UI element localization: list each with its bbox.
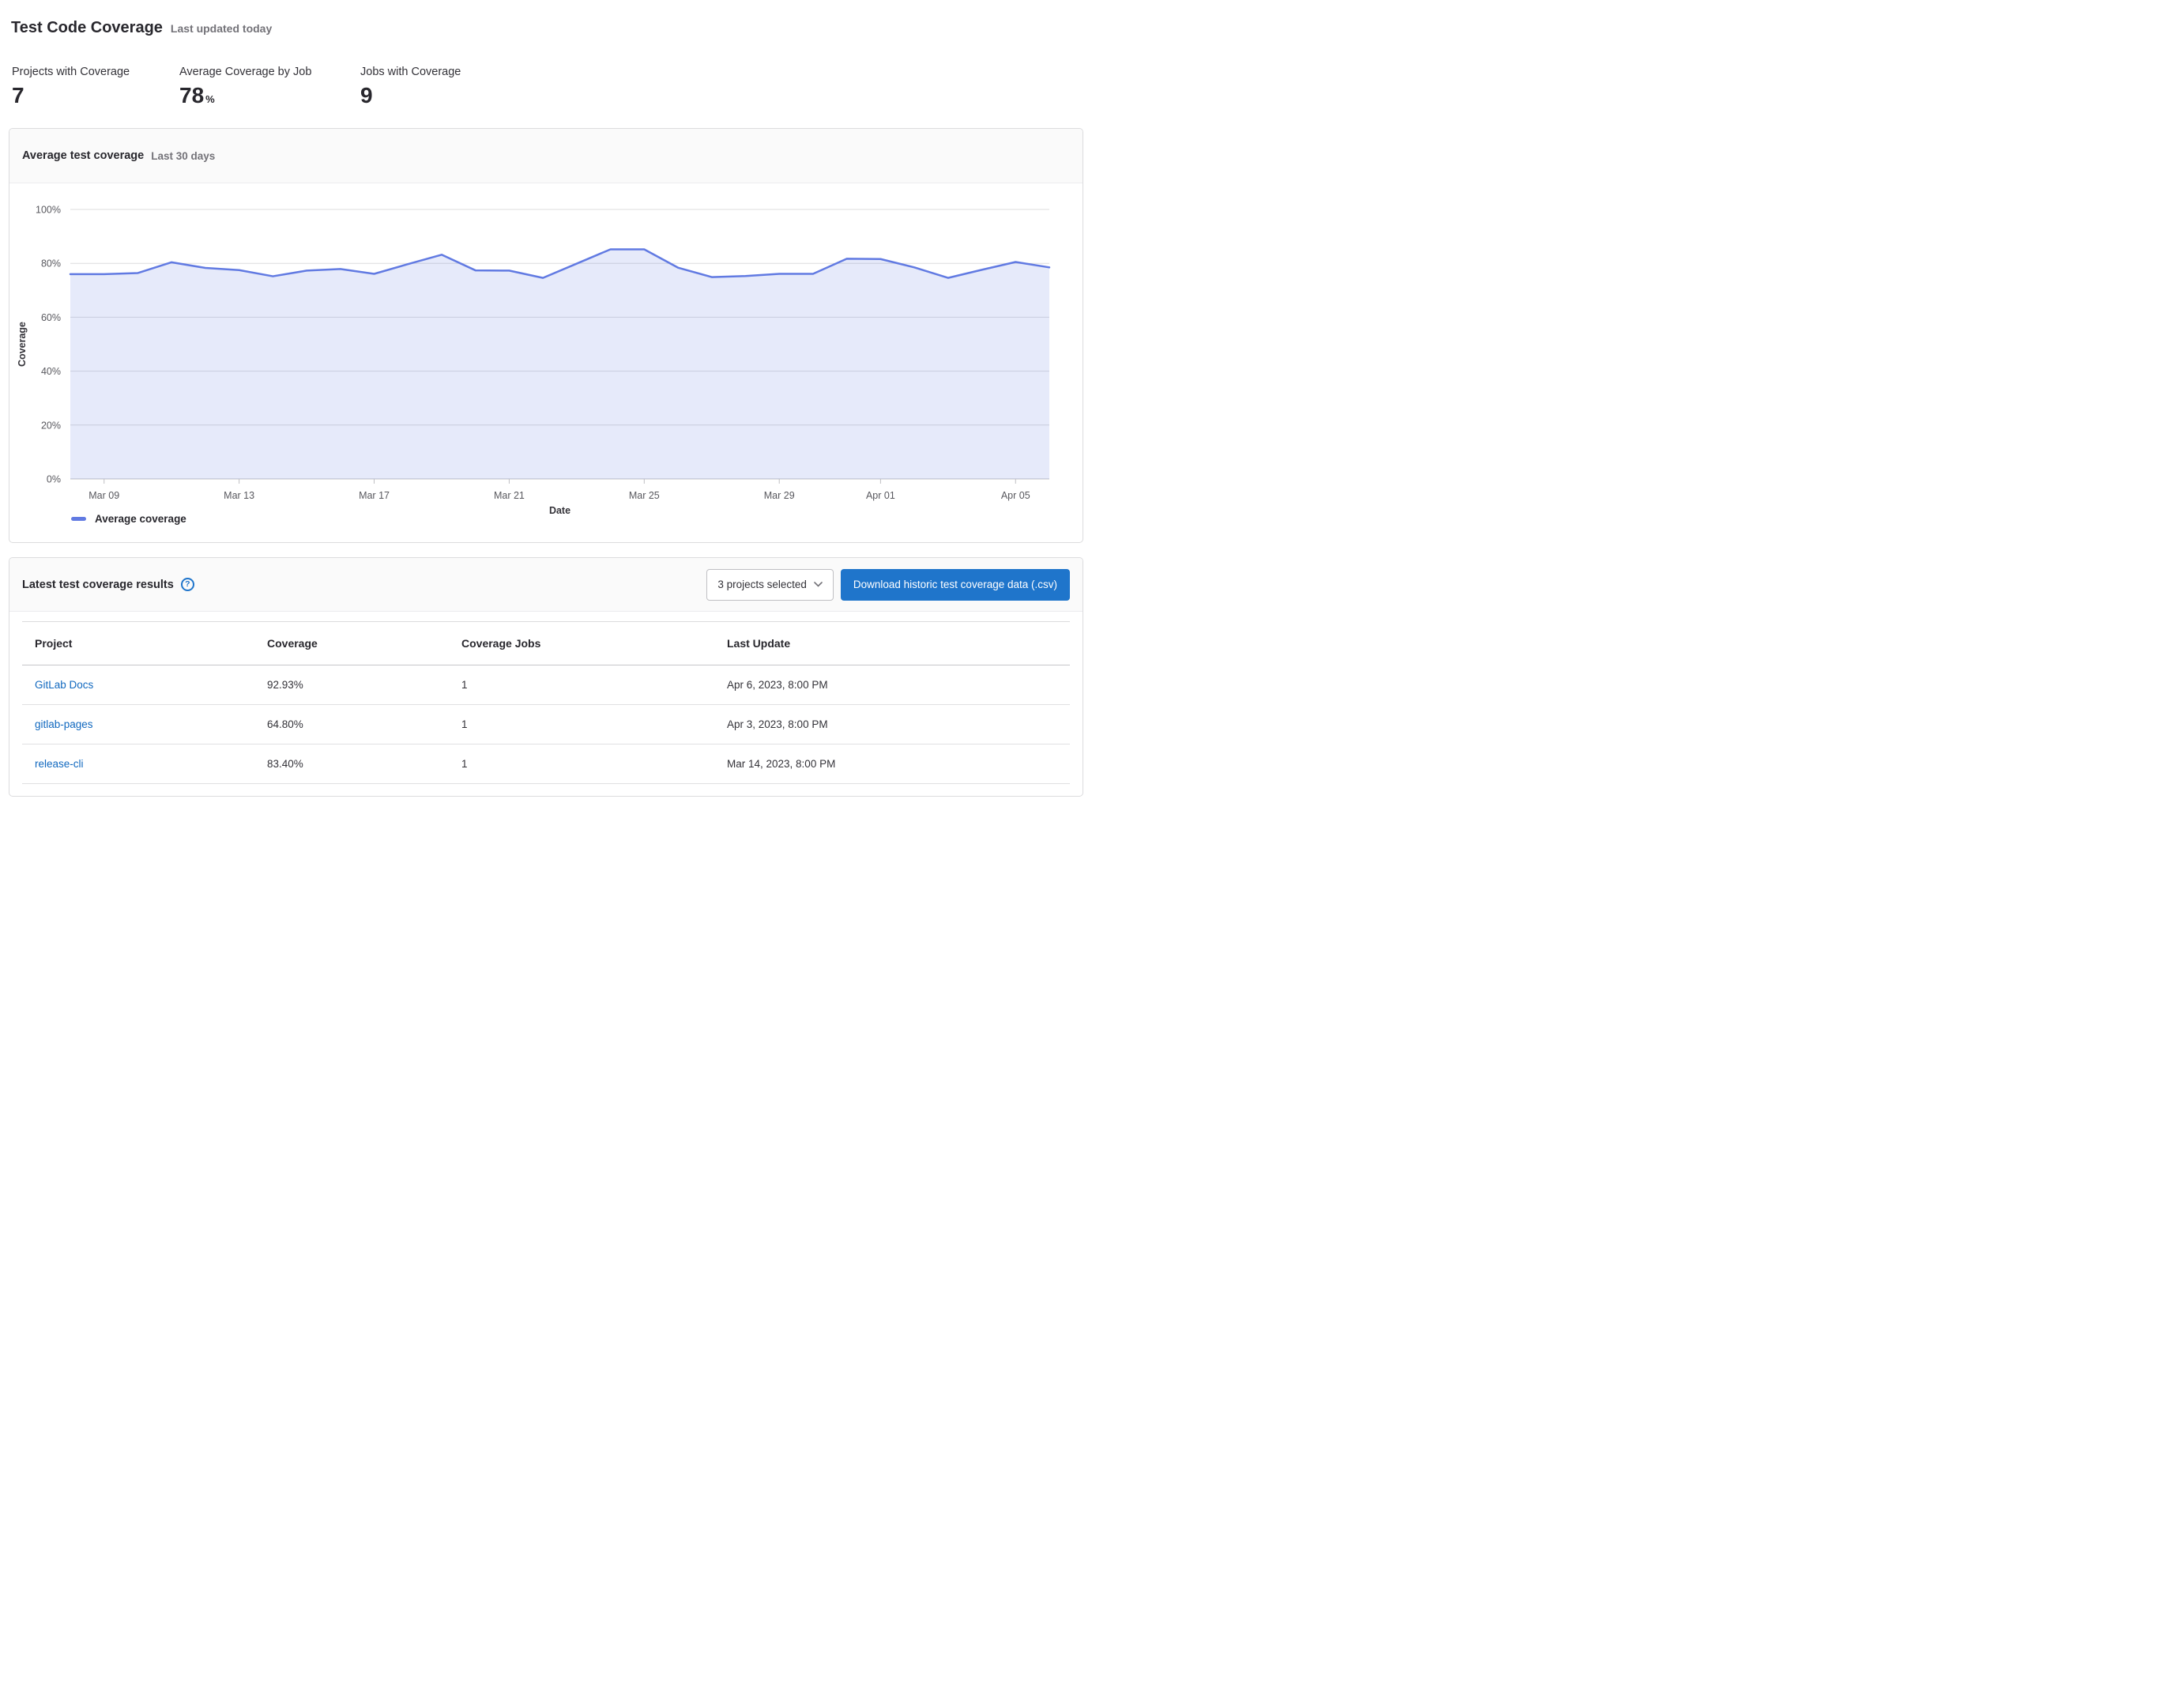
projects-selected-dropdown[interactable]: 3 projects selected [706,569,834,601]
average-test-coverage-panel: Average test coverage Last 30 days 0% 20%… [9,128,1083,543]
last-update-cell: Mar 14, 2023, 8:00 PM [714,758,1070,770]
stat-projects-with-coverage: Projects with Coverage 7 [12,66,179,113]
table-row: gitlab-pages 64.80%1Apr 3, 2023, 8:00 PM [22,705,1070,744]
project-cell: GitLab Docs [22,679,254,691]
page-subtitle: Last updated today [171,22,272,35]
stat-number: 9 [360,83,373,107]
stat-unit: % [205,93,215,105]
svg-text:Mar 25: Mar 25 [629,490,660,501]
stat-number: 78 [179,83,204,107]
column-header-coverage-jobs: Coverage Jobs [449,637,714,650]
coverage-table-body: GitLab Docs92.93%1Apr 6, 2023, 8:00 PMgi… [22,665,1070,784]
column-header-last-update: Last Update [714,637,1070,650]
project-link[interactable]: GitLab Docs [35,679,93,691]
svg-text:40%: 40% [41,366,61,377]
svg-text:Mar 29: Mar 29 [764,490,795,501]
chart-panel-header: Average test coverage Last 30 days [9,129,1083,183]
svg-text:Mar 21: Mar 21 [494,490,525,501]
chart-panel-subtitle: Last 30 days [151,150,215,162]
stats-row: Projects with Coverage 7 Average Coverag… [9,66,1083,113]
coverage-cell: 92.93% [254,679,449,691]
stat-number: 7 [12,83,24,107]
table-row: GitLab Docs 92.93%1Apr 6, 2023, 8:00 PM [22,665,1070,705]
coverage-jobs-cell: 1 [449,758,714,770]
chart-panel-title: Average test coverage [22,149,144,162]
svg-text:Mar 13: Mar 13 [224,490,254,501]
project-cell: release-cli [22,758,254,770]
projects-selected-label: 3 projects selected [717,579,807,590]
column-header-project: Project [22,637,254,650]
stat-label: Average Coverage by Job [179,66,360,78]
svg-text:Apr 01: Apr 01 [866,490,895,501]
stat-value: 78% [179,82,360,113]
svg-text:0%: 0% [47,474,61,485]
table-row: release-cli 83.40%1Mar 14, 2023, 8:00 PM [22,744,1070,784]
results-panel-header: Latest test coverage results ? 3 project… [9,558,1083,612]
svg-text:100%: 100% [36,205,61,216]
svg-text:60%: 60% [41,312,61,323]
download-csv-button[interactable]: Download historic test coverage data (.c… [841,569,1070,601]
legend-label: Average coverage [95,513,186,525]
last-update-cell: Apr 3, 2023, 8:00 PM [714,718,1070,730]
chart-body: 0% 20% 40% 60% 80% 100% Mar 09 Mar 13 Mar 17 Mar … [9,183,1083,525]
svg-text:80%: 80% [41,258,61,270]
stat-value: 9 [360,82,461,113]
coverage-jobs-cell: 1 [449,718,714,730]
coverage-cell: 83.40% [254,758,449,770]
stat-average-coverage-by-job: Average Coverage by Job 78% [179,66,360,113]
latest-test-coverage-results-panel: Latest test coverage results ? 3 project… [9,557,1083,797]
stat-jobs-with-coverage: Jobs with Coverage 9 [360,66,461,113]
stat-label: Jobs with Coverage [360,66,461,78]
question-mark-circle-icon[interactable]: ? [181,578,194,591]
coverage-table: Project Coverage Coverage Jobs Last Upda… [22,621,1070,784]
project-link[interactable]: gitlab-pages [35,718,93,730]
coverage-cell: 64.80% [254,718,449,730]
column-header-coverage: Coverage [254,637,449,650]
coverage-table-header: Project Coverage Coverage Jobs Last Upda… [22,622,1070,665]
results-panel-title: Latest test coverage results [22,579,174,591]
stat-value: 7 [12,82,179,113]
svg-text:Date: Date [549,505,570,515]
project-cell: gitlab-pages [22,718,254,730]
coverage-area-chart: 0% 20% 40% 60% 80% 100% Mar 09 Mar 13 Mar 17 Mar … [9,183,1083,515]
coverage-jobs-cell: 1 [449,679,714,691]
last-update-cell: Apr 6, 2023, 8:00 PM [714,679,1070,691]
stat-label: Projects with Coverage [12,66,179,78]
svg-text:20%: 20% [41,420,61,431]
svg-text:Mar 09: Mar 09 [88,490,119,501]
chevron-down-icon [814,582,823,587]
svg-text:Coverage: Coverage [17,322,28,367]
page-header: Test Code Coverage Last updated today [9,19,1083,37]
page-title: Test Code Coverage [11,19,163,37]
legend-marker [71,517,86,521]
svg-text:Apr 05: Apr 05 [1001,490,1030,501]
project-link[interactable]: release-cli [35,758,84,770]
svg-text:Mar 17: Mar 17 [359,490,390,501]
